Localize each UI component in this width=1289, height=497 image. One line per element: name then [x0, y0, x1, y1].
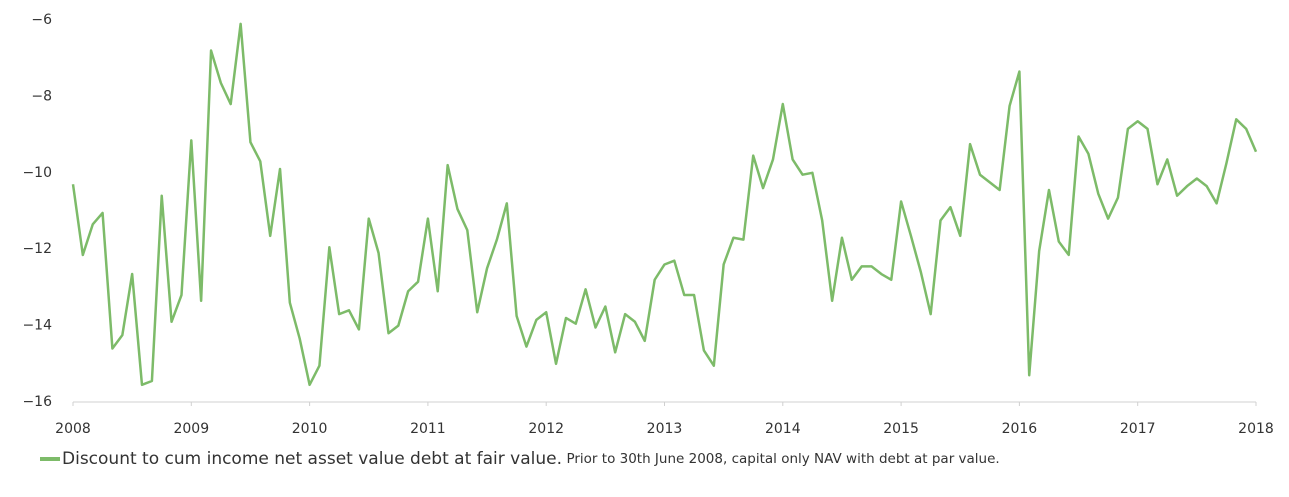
- data-line: [71, 22, 1258, 387]
- legend-name: Discount to cum income net asset value d…: [62, 449, 562, 469]
- x-tick-label: 2009: [173, 421, 209, 437]
- x-tick-label: 2014: [765, 421, 801, 437]
- x-tick-label: 2013: [647, 421, 683, 437]
- x-tick-label: 2016: [1002, 421, 1038, 437]
- y-tick-label: −10: [22, 165, 52, 181]
- legend-label: Discount to cum income net asset value d…: [62, 449, 1000, 469]
- y-tick-label: −12: [22, 241, 52, 257]
- y-tick-label: −14: [22, 318, 52, 334]
- x-tick-label: 2017: [1120, 421, 1156, 437]
- y-tick-label: −6: [31, 12, 52, 28]
- x-tick-label: 2018: [1238, 421, 1274, 437]
- x-tick-label: 2012: [528, 421, 564, 437]
- legend-note: Prior to 30th June 2008, capital only NA…: [566, 451, 999, 467]
- x-tick-label: 2015: [883, 421, 919, 437]
- x-tick-label: 2011: [410, 421, 446, 437]
- y-tick-label: −16: [22, 394, 52, 410]
- x-tick-label: 2010: [292, 421, 328, 437]
- y-tick-label: −8: [31, 88, 52, 104]
- x-tick-label: 2008: [55, 421, 91, 437]
